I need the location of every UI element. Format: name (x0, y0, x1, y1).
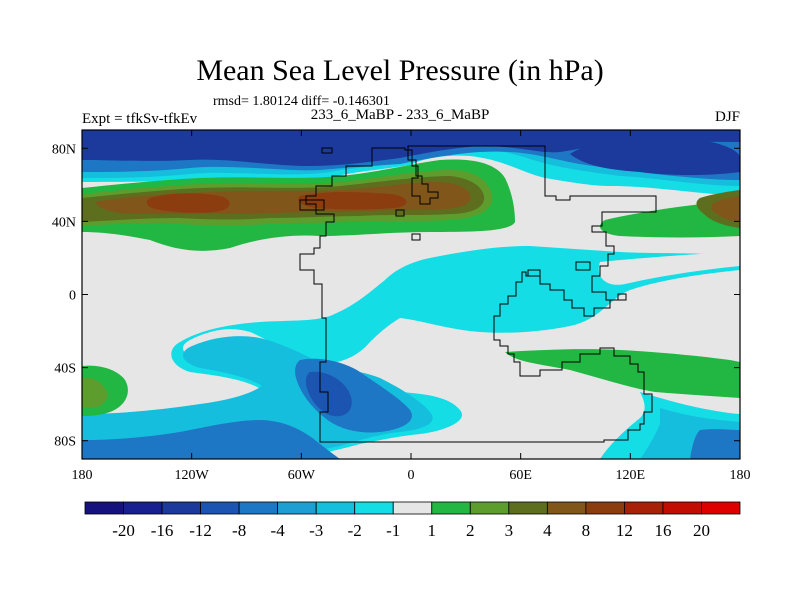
field-darkblue-south (305, 371, 352, 417)
colorbar-swatch (123, 501, 163, 515)
colorbar-level-label: -2 (348, 521, 362, 540)
chart-title: Mean Sea Level Pressure (in hPa) (196, 54, 604, 87)
x-tick-label: 120W (175, 468, 210, 483)
colorbar-level-label: -12 (189, 521, 212, 540)
center-subtitle: 233_6_MaBP - 233_6_MaBP (310, 107, 490, 123)
colorbar-swatch (277, 501, 317, 515)
colorbar-level-label: -20 (112, 521, 135, 540)
colorbar-level-label: 8 (582, 521, 591, 540)
field-gray-east-band (598, 252, 740, 285)
colorbar-swatch (354, 501, 394, 515)
x-tick-label: 120E (616, 468, 646, 483)
colorbar-level-label: 20 (693, 521, 710, 540)
coastline-inner-a (299, 199, 325, 211)
x-tick-label: 180 (72, 468, 93, 483)
x-tick-label: 60W (288, 468, 316, 483)
colorbar-swatch (624, 501, 664, 515)
rmsd-stats-label: rmsd= 1.80124 diff= -0.146301 (213, 94, 390, 109)
y-tick-label: 0 (69, 289, 76, 304)
colorbar-swatch (200, 501, 240, 515)
colorbar-level-label: -3 (309, 521, 323, 540)
colorbar-swatch (392, 501, 433, 515)
coastline-inner-b (411, 233, 421, 241)
colorbar-level-label: 1 (428, 521, 437, 540)
coastline-inner-e (395, 209, 405, 217)
colorbar-level-label: 16 (654, 521, 671, 540)
colorbar-level-label: 12 (616, 521, 633, 540)
colorbar-swatch (585, 501, 625, 515)
colorbar-level-label: 4 (543, 521, 552, 540)
field-darkbrown-north-2 (298, 192, 407, 210)
colorbar-swatch (662, 501, 702, 515)
y-tick-label: 40N (52, 215, 76, 230)
field-darkbrown-north-east (712, 196, 740, 222)
field-olive-south-west (82, 377, 108, 408)
field-darkblue-north (82, 130, 740, 166)
coastline-inner-c (527, 269, 541, 277)
field-blue-south (82, 420, 340, 459)
colorbar-swatch (508, 501, 548, 515)
colorbar-swatch (238, 501, 279, 515)
field-darkblue-arctic-east (570, 136, 740, 175)
coastline-outline (299, 145, 657, 443)
field-green-south-east (505, 349, 740, 398)
y-tick-label: 40S (54, 362, 76, 377)
experiment-label: Expt = tfkSv-tfkEv (82, 111, 198, 127)
colorbar-swatch (701, 501, 741, 515)
colorbar-level-label: -4 (271, 521, 286, 540)
colorbar-swatch (469, 501, 510, 515)
colorbar-level-label: 2 (466, 521, 475, 540)
coastline-inner-d (575, 261, 591, 271)
colorbar-swatch (84, 501, 124, 515)
x-tick-label: 60E (509, 468, 532, 483)
colorbar-level-label: -1 (386, 521, 400, 540)
colorbar-swatch (315, 501, 356, 515)
coastline-main (299, 145, 657, 443)
field-blue-south-east (690, 429, 740, 459)
y-tick-label: 80N (52, 142, 76, 157)
colorbar-swatch (431, 501, 471, 515)
colorbar-level-label: 3 (505, 521, 514, 540)
season-label: DJF (714, 109, 740, 125)
y-tick-label: 80S (54, 435, 76, 450)
colorbar-swatch (546, 501, 587, 515)
coastline-north (321, 147, 333, 154)
colorbar-level-label: -8 (232, 521, 246, 540)
x-tick-label: 0 (408, 468, 415, 483)
colorbar-swatch (161, 501, 201, 515)
x-tick-label: 180 (730, 468, 751, 483)
field-darkbrown-north (146, 193, 230, 213)
colorbar-level-label: -16 (151, 521, 174, 540)
